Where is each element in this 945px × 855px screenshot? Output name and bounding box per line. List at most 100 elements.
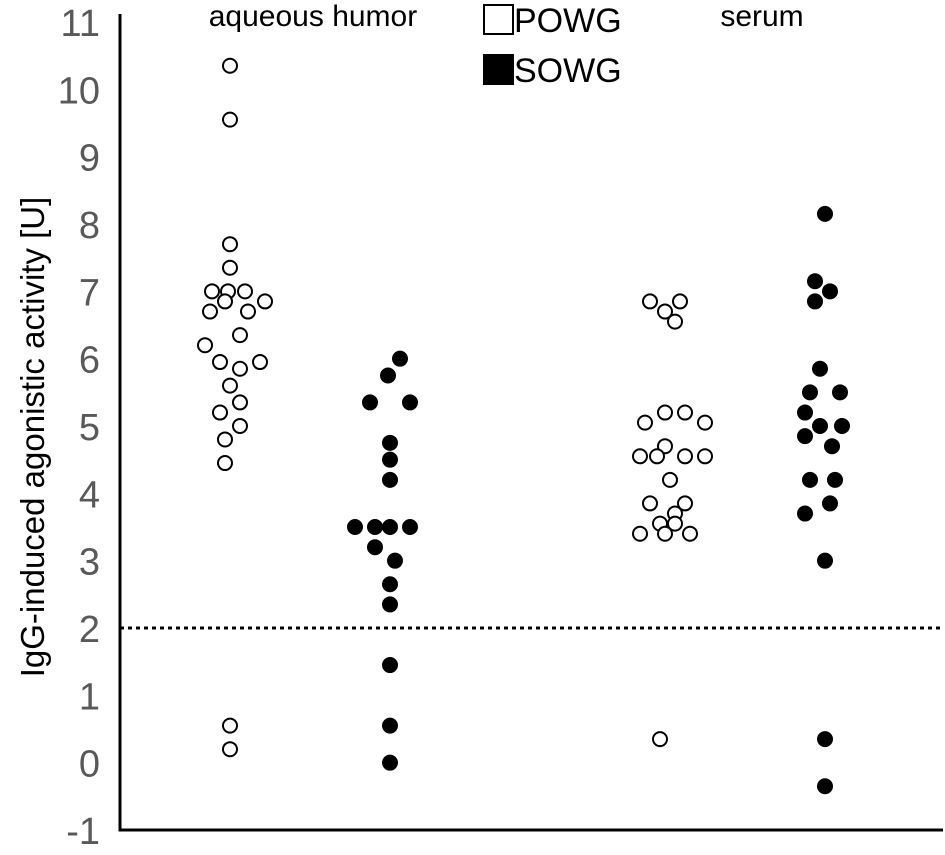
data-point-sowg (367, 539, 383, 556)
data-point-powg (672, 293, 688, 310)
data-point-powg (232, 394, 248, 411)
y-tick-label: 6 (79, 340, 100, 382)
data-point-powg (652, 731, 668, 748)
data-point-sowg (402, 394, 418, 411)
data-point-powg (222, 236, 238, 253)
data-point-powg (217, 455, 233, 472)
data-point-sowg (802, 471, 818, 488)
data-point-powg (257, 293, 273, 310)
data-point-sowg (817, 552, 833, 569)
data-point-powg (637, 414, 653, 431)
data-point-sowg (817, 731, 833, 748)
data-point-sowg (392, 350, 408, 367)
data-point-powg (642, 495, 658, 512)
y-tick-label: 11 (61, 3, 100, 45)
data-point-sowg (382, 754, 398, 771)
data-point-powg (677, 404, 693, 421)
y-tick-label: 0 (79, 744, 100, 786)
data-point-sowg (812, 360, 828, 377)
y-tick-label: 10 (58, 70, 100, 112)
group-label-serum: serum (720, 0, 803, 33)
data-point-powg (252, 354, 268, 371)
data-point-sowg (832, 384, 848, 401)
data-point-powg (202, 303, 218, 320)
data-point-powg (212, 354, 228, 371)
y-tick-label: 4 (79, 474, 100, 516)
data-point-sowg (387, 552, 403, 569)
data-point-sowg (367, 519, 383, 535)
data-point-sowg (797, 404, 813, 421)
data-point-powg (697, 448, 713, 465)
y-tick-label: 3 (79, 542, 100, 584)
data-point-sowg (812, 418, 828, 434)
data-point-sowg (382, 596, 398, 613)
data-point-powg (204, 283, 220, 300)
data-point-powg (632, 525, 648, 542)
data-point-powg (222, 57, 238, 74)
data-point-powg (657, 525, 673, 542)
data-point-powg (632, 448, 648, 465)
data-point-powg (662, 471, 678, 488)
y-tick-label: 8 (79, 205, 100, 247)
data-point-powg (649, 448, 665, 465)
data-point-powg (222, 741, 238, 758)
data-point-powg (232, 360, 248, 377)
y-tick-labels: -1 0 1 2 3 4 5 6 7 8 9 10 11 (58, 3, 100, 853)
data-point-powg (232, 327, 248, 344)
data-point-sowg (822, 495, 838, 512)
data-point-sowg (802, 384, 818, 401)
data-point-powg (217, 293, 233, 310)
legend-powg-swatch (483, 4, 514, 35)
data-point-powg (667, 515, 683, 532)
data-point-sowg (347, 519, 363, 535)
data-point-powg (222, 111, 238, 128)
data-point-powg (657, 404, 673, 421)
data-point-sowg (382, 519, 398, 535)
data-point-powg (197, 337, 213, 354)
data-point-powg (240, 303, 256, 320)
data-point-sowg (382, 471, 398, 488)
legend-powg-label: POWG (514, 2, 622, 40)
data-point-sowg (817, 778, 833, 795)
data-point-sowg (807, 273, 823, 290)
data-point-powg (222, 377, 238, 394)
data-point-powg (677, 495, 693, 512)
data-point-powg (657, 303, 673, 320)
data-point-powg (222, 259, 238, 276)
data-point-sowg (824, 438, 840, 455)
data-point-sowg (382, 434, 398, 451)
data-point-powg (217, 431, 233, 448)
data-point-sowg (382, 717, 398, 734)
data-point-powg (212, 404, 228, 421)
data-point-powg (232, 418, 248, 434)
data-point-powg (677, 448, 693, 465)
data-point-powg (222, 717, 238, 734)
data-point-sowg (797, 505, 813, 522)
data-point-sowg (382, 657, 398, 674)
data-point-sowg (380, 367, 396, 384)
data-point-sowg (807, 293, 823, 310)
data-point-powg (237, 283, 253, 300)
axes (118, 14, 943, 832)
data-point-powg (697, 414, 713, 431)
group-label-aqueous-humor: aqueous humor (209, 0, 417, 33)
data-point-powg (667, 313, 683, 330)
legend-sowg-swatch (483, 54, 514, 85)
y-tick-label: 1 (79, 676, 100, 718)
y-tick-label: 5 (79, 407, 100, 449)
data-point-sowg (362, 394, 378, 411)
y-tick-label: 9 (79, 138, 100, 180)
data-point-sowg (834, 418, 850, 434)
legend-sowg-label: SOWG (514, 52, 622, 90)
data-point-sowg (817, 205, 833, 222)
data-point-sowg (797, 428, 813, 445)
y-axis-label: IgG-induced agonistic activity [U] (14, 197, 51, 678)
data-point-sowg (822, 283, 838, 300)
legend: POWG SOWG (483, 2, 622, 90)
data-point-sowg (402, 519, 418, 535)
data-point-sowg (382, 576, 398, 593)
data-points (197, 57, 850, 795)
data-point-sowg (827, 471, 843, 488)
data-point-powg (682, 525, 698, 542)
